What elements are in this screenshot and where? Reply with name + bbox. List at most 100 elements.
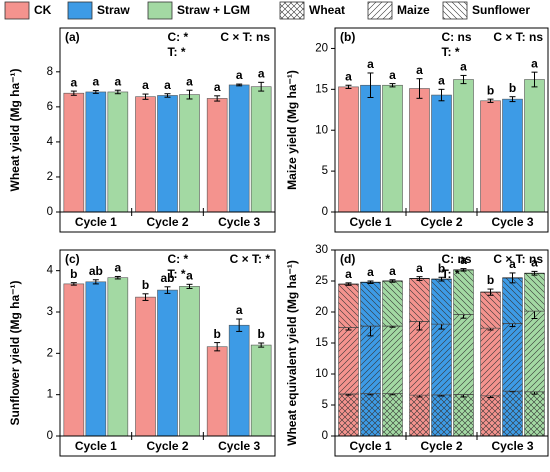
significance-label: a — [460, 60, 467, 74]
hatch-overlay — [382, 393, 403, 436]
hatch-overlay — [431, 394, 452, 436]
hatch-overlay — [480, 328, 501, 396]
bar — [250, 344, 272, 437]
significance-label: a — [186, 74, 193, 88]
stat-label: T: * — [442, 45, 460, 59]
category-strip — [334, 211, 549, 233]
legend-label: Straw — [97, 3, 130, 17]
y-tick-label: 3 — [47, 306, 53, 318]
significance-label: a — [531, 256, 538, 270]
significance-label: b — [70, 267, 77, 281]
bar — [502, 98, 523, 213]
y-tick-label: 0 — [47, 206, 53, 218]
y-tick-label: 0 — [322, 430, 328, 442]
significance-label: a — [114, 261, 121, 275]
significance-label: a — [236, 303, 243, 317]
significance-label: a — [345, 267, 352, 281]
hatch-overlay — [382, 325, 403, 394]
significance-label: a — [367, 265, 374, 279]
hatch-overlay — [338, 393, 359, 436]
legend-label: Wheat — [309, 3, 345, 17]
hatch-overlay — [431, 279, 452, 325]
x-tick-label: Cycle 1 — [349, 439, 391, 453]
legend-hatch — [279, 1, 305, 20]
legend-swatch — [4, 1, 30, 20]
panel-label: (c) — [65, 252, 80, 266]
significance-label: b — [487, 273, 494, 287]
bar — [63, 283, 85, 437]
significance-label: a — [389, 68, 396, 82]
hatch-overlay — [431, 324, 452, 395]
panel: 0 5 10 15 20 a a b a a b a a a Cycle 1 Cycle 2 Cycle 3 (b… — [285, 27, 549, 233]
y-tick-label: 2 — [47, 347, 53, 359]
y-tick-label: 20 — [315, 42, 328, 54]
stat-label: C: * — [168, 252, 189, 266]
bar — [85, 91, 107, 213]
significance-label: b — [142, 278, 149, 292]
significance-label: a — [367, 57, 374, 71]
stat-label: C: ns — [442, 30, 472, 44]
stat-label: C × T: ns — [493, 30, 543, 44]
hatch-overlay — [480, 395, 501, 436]
bar — [135, 296, 156, 437]
y-tick-label: 4 — [47, 265, 54, 277]
bar — [250, 86, 272, 213]
significance-label: a — [416, 261, 423, 275]
hatch-overlay — [409, 395, 430, 436]
significance-label: a — [416, 63, 423, 77]
y-axis-label: Maize yield (Mg ha⁻¹) — [285, 70, 299, 190]
hatch-overlay — [409, 278, 430, 322]
bar — [179, 94, 200, 213]
hatch-overlay — [360, 282, 381, 326]
y-tick-label: 0 — [322, 206, 328, 218]
panel-label: (b) — [340, 30, 355, 44]
panel-label: (a) — [65, 30, 80, 44]
legend-label: Straw + LGM — [177, 3, 250, 17]
y-tick-label: 2 — [47, 171, 53, 183]
hatch-overlay — [453, 394, 474, 436]
x-tick-label: Cycle 2 — [146, 215, 188, 229]
significance-label: a — [258, 66, 265, 80]
bar — [206, 346, 228, 437]
hatch-overlay — [338, 327, 359, 394]
significance-label: b — [487, 83, 494, 97]
significance-label: a — [509, 257, 516, 271]
panel-label: (d) — [340, 252, 355, 266]
bar — [453, 79, 474, 213]
x-tick-label: Cycle 3 — [491, 215, 533, 229]
y-axis-label: Sunflower yield (Mg ha⁻¹) — [8, 280, 22, 425]
stat-label: C × T: ns — [493, 252, 543, 266]
legend-label: Sunflower — [472, 3, 530, 17]
significance-label: a — [142, 78, 149, 92]
bar — [63, 92, 85, 213]
hatch-overlay — [453, 269, 474, 315]
significance-label: a — [92, 75, 99, 89]
legend-label: CK — [34, 3, 52, 17]
y-tick-label: 15 — [315, 337, 328, 349]
y-axis-label: Wheat equivalent yield (Mg ha⁻¹) — [285, 260, 299, 446]
hatch-overlay — [502, 391, 523, 436]
hatch-overlay — [502, 323, 523, 392]
significance-label: a — [70, 75, 77, 89]
hatch-overlay — [360, 325, 381, 394]
y-tick-label: 4 — [47, 136, 54, 148]
bar — [480, 100, 501, 213]
bar — [228, 324, 250, 437]
significance-label: b — [257, 327, 264, 341]
x-tick-label: Cycle 1 — [75, 215, 117, 229]
bar — [157, 289, 178, 437]
y-tick-label: 30 — [315, 244, 328, 256]
y-tick-label: 5 — [322, 399, 328, 411]
bar — [85, 281, 107, 437]
y-tick-label: 5 — [322, 165, 328, 177]
significance-label: a — [460, 253, 467, 267]
significance-label: ab — [160, 271, 174, 285]
x-tick-label: Cycle 2 — [420, 439, 462, 453]
category-strip — [59, 435, 276, 457]
significance-label: a — [438, 74, 445, 88]
stat-label: C × T: * — [230, 252, 271, 266]
x-tick-label: Cycle 2 — [146, 439, 188, 453]
bar — [107, 277, 129, 437]
bar — [524, 79, 545, 213]
